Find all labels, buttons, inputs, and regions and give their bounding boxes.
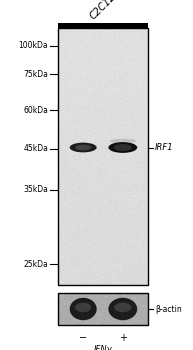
Text: −: − [79, 333, 87, 343]
Ellipse shape [75, 303, 91, 312]
Text: C2C12: C2C12 [88, 0, 118, 21]
Ellipse shape [113, 144, 132, 151]
Bar [58, 28, 148, 285]
Bar [58, 293, 148, 325]
Bar [58, 23, 148, 28]
Text: β-actin: β-actin [155, 304, 182, 314]
Ellipse shape [70, 298, 97, 320]
Text: 60kDa: 60kDa [23, 106, 48, 115]
Text: +: + [119, 333, 127, 343]
Text: IFNγ: IFNγ [94, 345, 112, 350]
Text: 100kDa: 100kDa [18, 42, 48, 50]
Text: 75kDa: 75kDa [23, 70, 48, 79]
Ellipse shape [114, 303, 131, 312]
Text: 35kDa: 35kDa [23, 186, 48, 194]
Ellipse shape [108, 142, 137, 153]
Ellipse shape [70, 142, 97, 152]
Ellipse shape [108, 298, 137, 320]
Text: 25kDa: 25kDa [23, 260, 48, 269]
Ellipse shape [109, 139, 136, 143]
Text: IRF1: IRF1 [155, 143, 174, 152]
Text: 45kDa: 45kDa [23, 144, 48, 153]
Ellipse shape [75, 145, 91, 150]
